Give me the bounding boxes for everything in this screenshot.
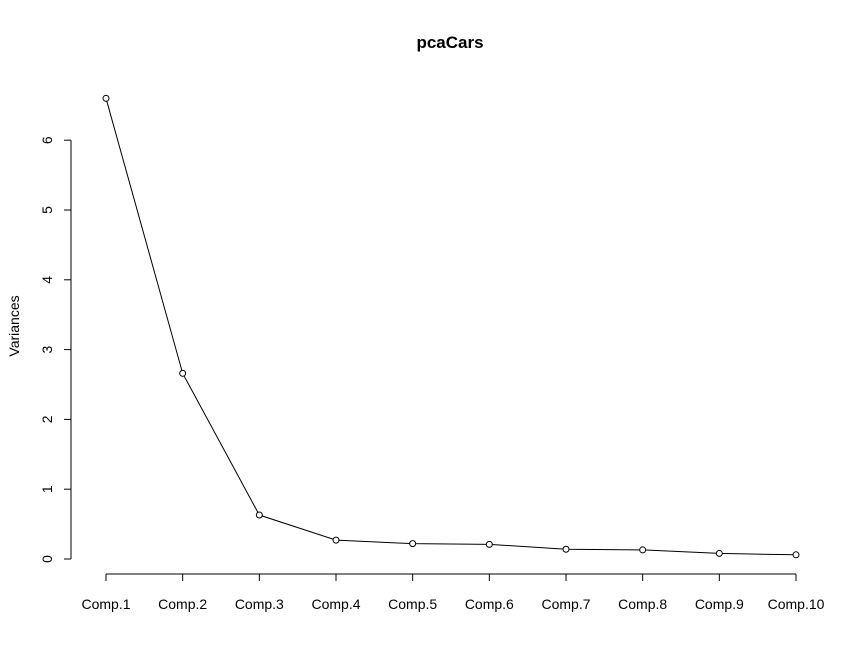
data-point (255, 511, 263, 519)
data-point (102, 94, 110, 102)
y-axis: 0 1 2 3 4 5 6 (39, 136, 72, 563)
y-axis-title: Variances (6, 295, 22, 356)
x-tick-label: Comp.7 (541, 596, 590, 612)
y-tick-label: 6 (39, 136, 55, 144)
data-point (639, 546, 647, 554)
variance-line (105, 98, 797, 556)
y-tick-label: 1 (39, 485, 55, 493)
x-tick-label: Comp.10 (768, 596, 825, 612)
x-tick-label: Comp.5 (388, 596, 437, 612)
data-point (179, 369, 187, 377)
chart-title: pcaCars (416, 33, 483, 52)
x-tick-label: Comp.6 (465, 596, 514, 612)
y-tick-label: 4 (39, 276, 55, 284)
y-tick-label: 2 (39, 415, 55, 423)
data-point (332, 536, 340, 544)
data-point (715, 549, 723, 557)
x-tick-label: Comp.4 (311, 596, 360, 612)
x-tick-label: Comp.3 (235, 596, 284, 612)
data-point (409, 540, 417, 548)
x-axis: Comp.1 Comp.2 Comp.3 Comp.4 Comp.5 Comp.6 Comp… (81, 573, 825, 612)
y-tick-label: 3 (39, 345, 55, 353)
x-tick-label: Comp.1 (81, 596, 130, 612)
data-point (485, 540, 493, 548)
data-point (792, 551, 800, 559)
y-tick-label: 5 (39, 206, 55, 214)
data-point (562, 545, 570, 553)
x-tick-label: Comp.2 (158, 596, 207, 612)
y-tick-label: 0 (39, 555, 55, 563)
x-tick-label: Comp.9 (695, 596, 744, 612)
x-tick-label: Comp.8 (618, 596, 667, 612)
series-layer (102, 94, 800, 559)
